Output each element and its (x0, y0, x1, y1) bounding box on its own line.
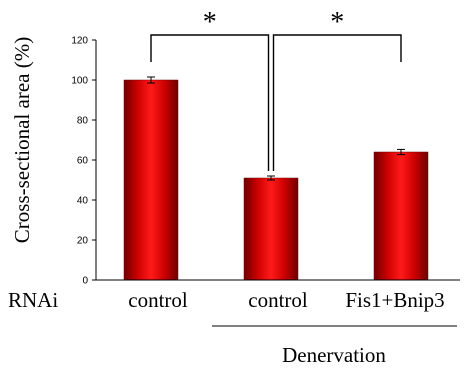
category-label: control (248, 288, 308, 312)
bars-group (123, 79, 429, 281)
significance-bracket (150, 34, 270, 171)
y-tick-label: 100 (71, 76, 88, 87)
y-tick-label: 120 (71, 36, 88, 47)
bar (243, 177, 299, 281)
category-label: Fis1+Bnip3 (345, 288, 444, 312)
significance-bracket (272, 34, 402, 171)
significance-star: * (330, 7, 344, 38)
y-tick-label: 20 (77, 236, 89, 247)
y-axis-ticks: 0 20 40 60 80 100 120 (71, 36, 96, 287)
row-label-rnai: RNAi (8, 288, 58, 312)
y-tick-label: 80 (77, 116, 89, 127)
y-tick-label: 40 (77, 196, 89, 207)
significance-star: * (203, 7, 217, 38)
category-label: control (128, 288, 188, 312)
error-bars-group (147, 76, 405, 181)
bar (123, 79, 179, 281)
bar (373, 151, 429, 281)
group-label-denervation: Denervation (282, 343, 386, 367)
category-labels: control control Fis1+Bnip3 (128, 288, 444, 312)
y-axis-label: Cross-sectional area (%) (10, 37, 34, 243)
y-tick-label: 60 (77, 156, 89, 167)
significance-brackets: * * (150, 7, 402, 171)
y-tick-label: 0 (82, 276, 88, 287)
